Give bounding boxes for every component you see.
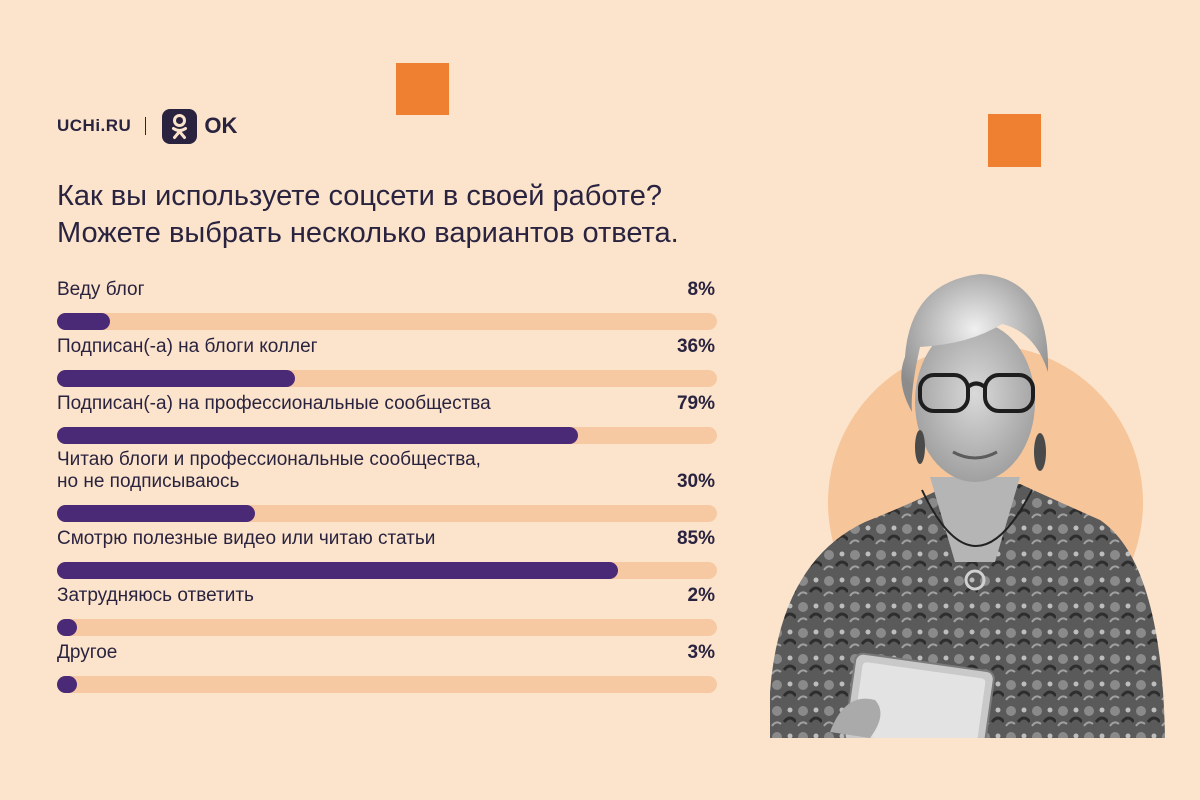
bar-category-label: Веду блог: [57, 279, 145, 301]
bar-fill: [57, 505, 255, 522]
bar-track: [57, 505, 717, 522]
bar-value-label: 36%: [676, 336, 715, 357]
bar-fill: [57, 676, 77, 693]
bar-track: [57, 427, 717, 444]
bar-value-label: 3%: [687, 642, 715, 663]
bar-fill: [57, 562, 618, 579]
bar-category-label-line: Затрудняюсь ответить: [57, 585, 254, 606]
brand-logos: UCHi.RU OK: [57, 108, 237, 144]
decor-square-right: [988, 114, 1041, 167]
question-line-1: Как вы используете соцсети в своей работ…: [57, 180, 663, 212]
bar-category-label: Другое: [57, 642, 117, 664]
logo-divider: [145, 117, 147, 135]
bar-value-label: 2%: [687, 585, 715, 606]
bar-track: [57, 562, 717, 579]
bar-fill: [57, 427, 579, 444]
bar-category-label-line: Подписан(-а) на профессиональные сообщес…: [57, 393, 491, 414]
bar-category-label-line: Веду блог: [57, 279, 145, 300]
survey-question: Как вы используете соцсети в своей работ…: [57, 178, 777, 252]
bar-category-label: Смотрю полезные видео или читаю статьи: [57, 528, 435, 550]
bar-category-label: Читаю блоги и профессиональные сообществ…: [57, 449, 481, 493]
bar-fill: [57, 313, 110, 330]
bar-category-label: Подписан(-а) на профессиональные сообщес…: [57, 393, 491, 415]
bar-category-label-line: Читаю блоги и профессиональные сообществ…: [57, 449, 481, 470]
ok-logo-icon: [162, 108, 198, 144]
bar-category-label-line: Другое: [57, 642, 118, 663]
bar-category-label-line: Подписан(-а) на блоги коллег: [57, 336, 318, 357]
bar-category-label-line: но не подписываюсь: [57, 471, 240, 492]
bar-value-label: 30%: [676, 471, 715, 492]
bar-category-label: Подписан(-а) на блоги коллег: [57, 336, 318, 358]
uchi-logo: UCHi.RU: [57, 116, 132, 135]
bar-category-label: Затрудняюсь ответить: [57, 585, 254, 607]
question-line-2: Можете выбрать несколько вариантов ответ…: [57, 217, 679, 249]
bar-fill: [57, 370, 295, 387]
bar-value-label: 85%: [676, 528, 715, 549]
ok-logo-text: OK: [204, 113, 238, 138]
bar-category-label-line: Смотрю полезные видео или читаю статьи: [57, 528, 436, 549]
teacher-photo: [770, 274, 1165, 738]
bar-value-label: 79%: [676, 393, 715, 414]
decor-square-top: [396, 63, 449, 115]
bar-track: [57, 619, 717, 636]
bar-track: [57, 676, 717, 693]
bar-track: [57, 370, 717, 387]
bar-fill: [57, 619, 77, 636]
bar-value-label: 8%: [687, 279, 715, 300]
bar-track: [57, 313, 717, 330]
